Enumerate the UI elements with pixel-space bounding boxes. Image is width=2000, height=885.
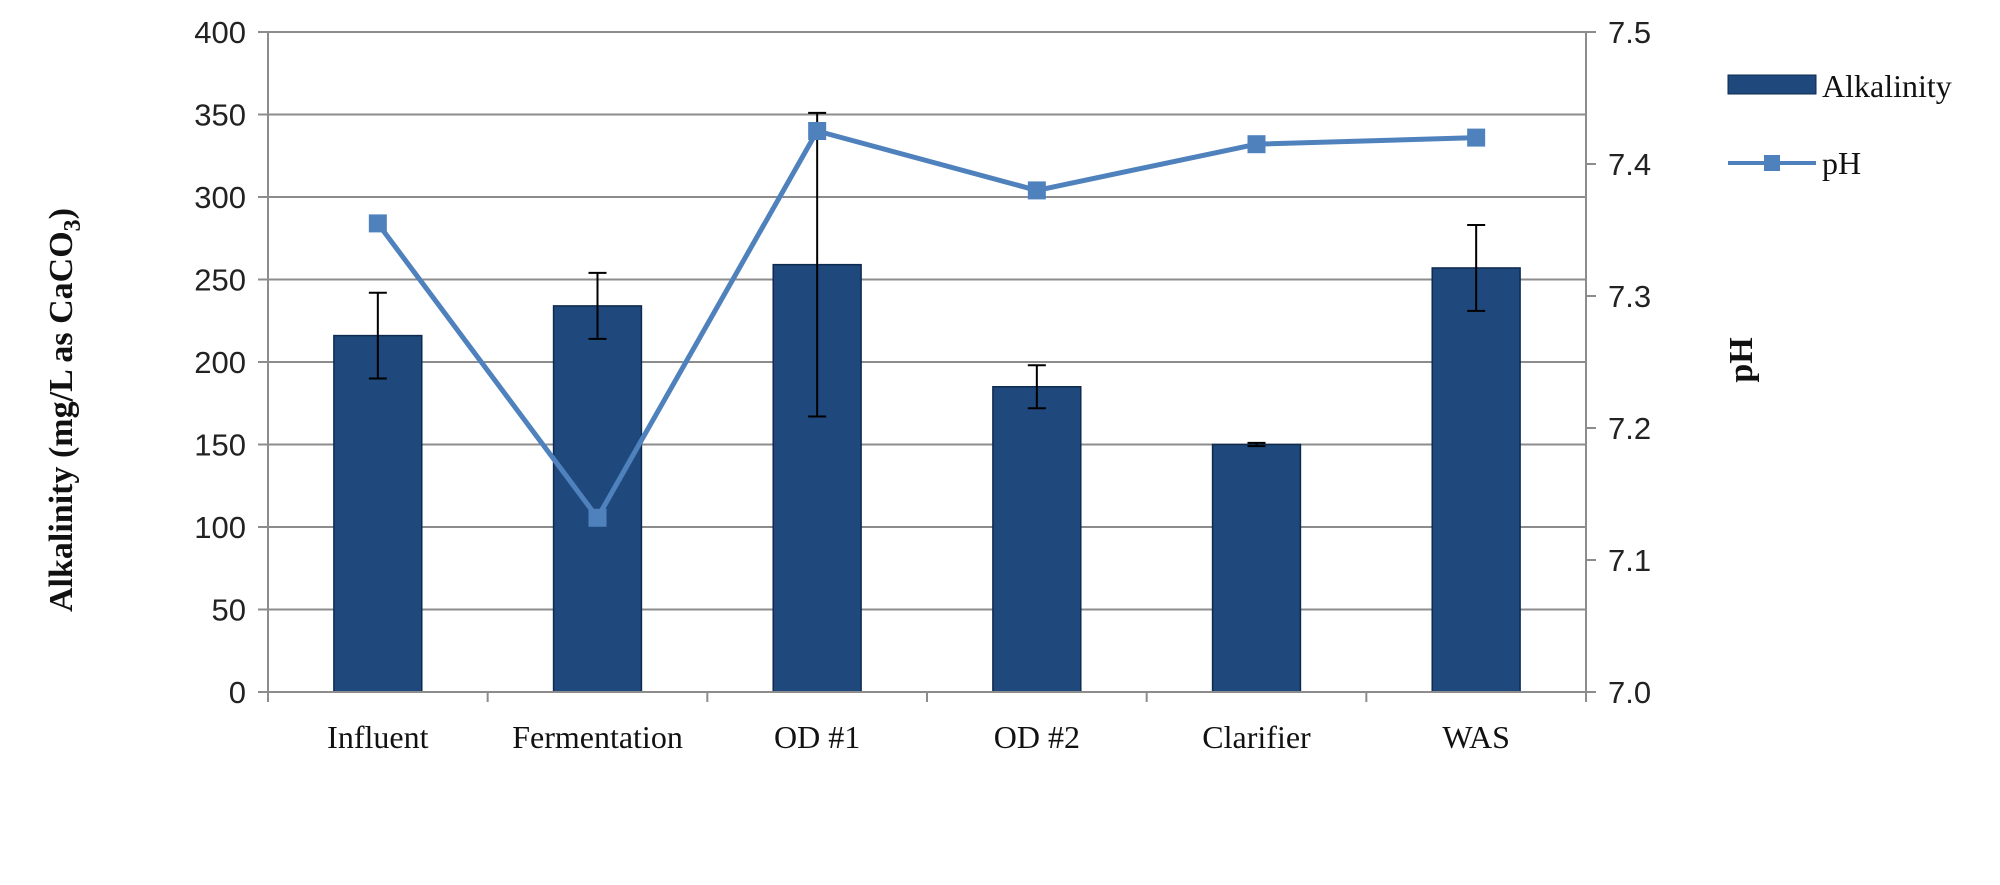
y-tick-label: 200	[194, 345, 246, 380]
category-labels: Influent Fermentation OD #1 OD #2 Clarifier W…	[327, 719, 1510, 755]
axes	[258, 31, 1596, 702]
y2-tick-label: 7.1	[1608, 543, 1651, 578]
y-tick-label: 300	[194, 180, 246, 215]
y-tick-label: 350	[194, 98, 246, 133]
alkalinity-bars	[333, 263, 1521, 693]
legend-label-alkalinity: Alkalinity	[1822, 68, 1952, 104]
y2-tick-label: 7.4	[1608, 147, 1651, 182]
ph-point	[1027, 181, 1046, 200]
bar-alkalinity	[1431, 267, 1521, 693]
category-label: Clarifier	[1202, 719, 1311, 755]
legend-swatch-alkalinity	[1727, 74, 1817, 95]
bar-alkalinity	[552, 305, 643, 693]
category-label: WAS	[1442, 719, 1510, 755]
y2-tick-label: 7.0	[1608, 675, 1651, 710]
bar-alkalinity	[333, 334, 423, 693]
y-tick-label: 400	[194, 15, 246, 50]
ph-point	[808, 122, 827, 140]
ph-series	[368, 122, 1486, 527]
y2-tick-label: 7.3	[1608, 279, 1651, 314]
y-tick-label: 0	[229, 675, 246, 710]
ph-line	[375, 128, 1477, 521]
category-label: OD #2	[994, 719, 1080, 755]
y-tick-label: 250	[194, 263, 246, 298]
y2-axis-title: pH	[1723, 337, 1760, 382]
legend-marker-ph	[1764, 155, 1780, 171]
y-tick-label: 50	[212, 593, 246, 628]
y-tick-label: 150	[194, 428, 246, 463]
legend-label-ph: pH	[1822, 145, 1861, 181]
error-bars	[368, 111, 1486, 448]
bar-alkalinity	[992, 386, 1082, 693]
tick-labels: 0 50 100 150 200 250 300 350 400 7.0 7.1 7.2 7.3 7.4 7…	[194, 15, 1651, 710]
ph-point	[1247, 135, 1266, 154]
y2-tick-label: 7.5	[1608, 15, 1651, 50]
ph-point	[1467, 128, 1486, 147]
category-label: Influent	[327, 719, 428, 755]
ph-point	[368, 214, 387, 233]
category-label: Fermentation	[512, 719, 683, 755]
category-label: OD #1	[774, 719, 860, 755]
y2-tick-label: 7.2	[1608, 411, 1651, 446]
y-axis-title: Alkalinity (mg/L as CaCO3)	[43, 208, 86, 612]
ph-point	[588, 508, 607, 527]
legend: Alkalinity pH	[1727, 68, 1952, 181]
y-tick-label: 100	[194, 510, 246, 545]
gridlines	[268, 31, 1586, 611]
bar-alkalinity	[1211, 443, 1302, 693]
